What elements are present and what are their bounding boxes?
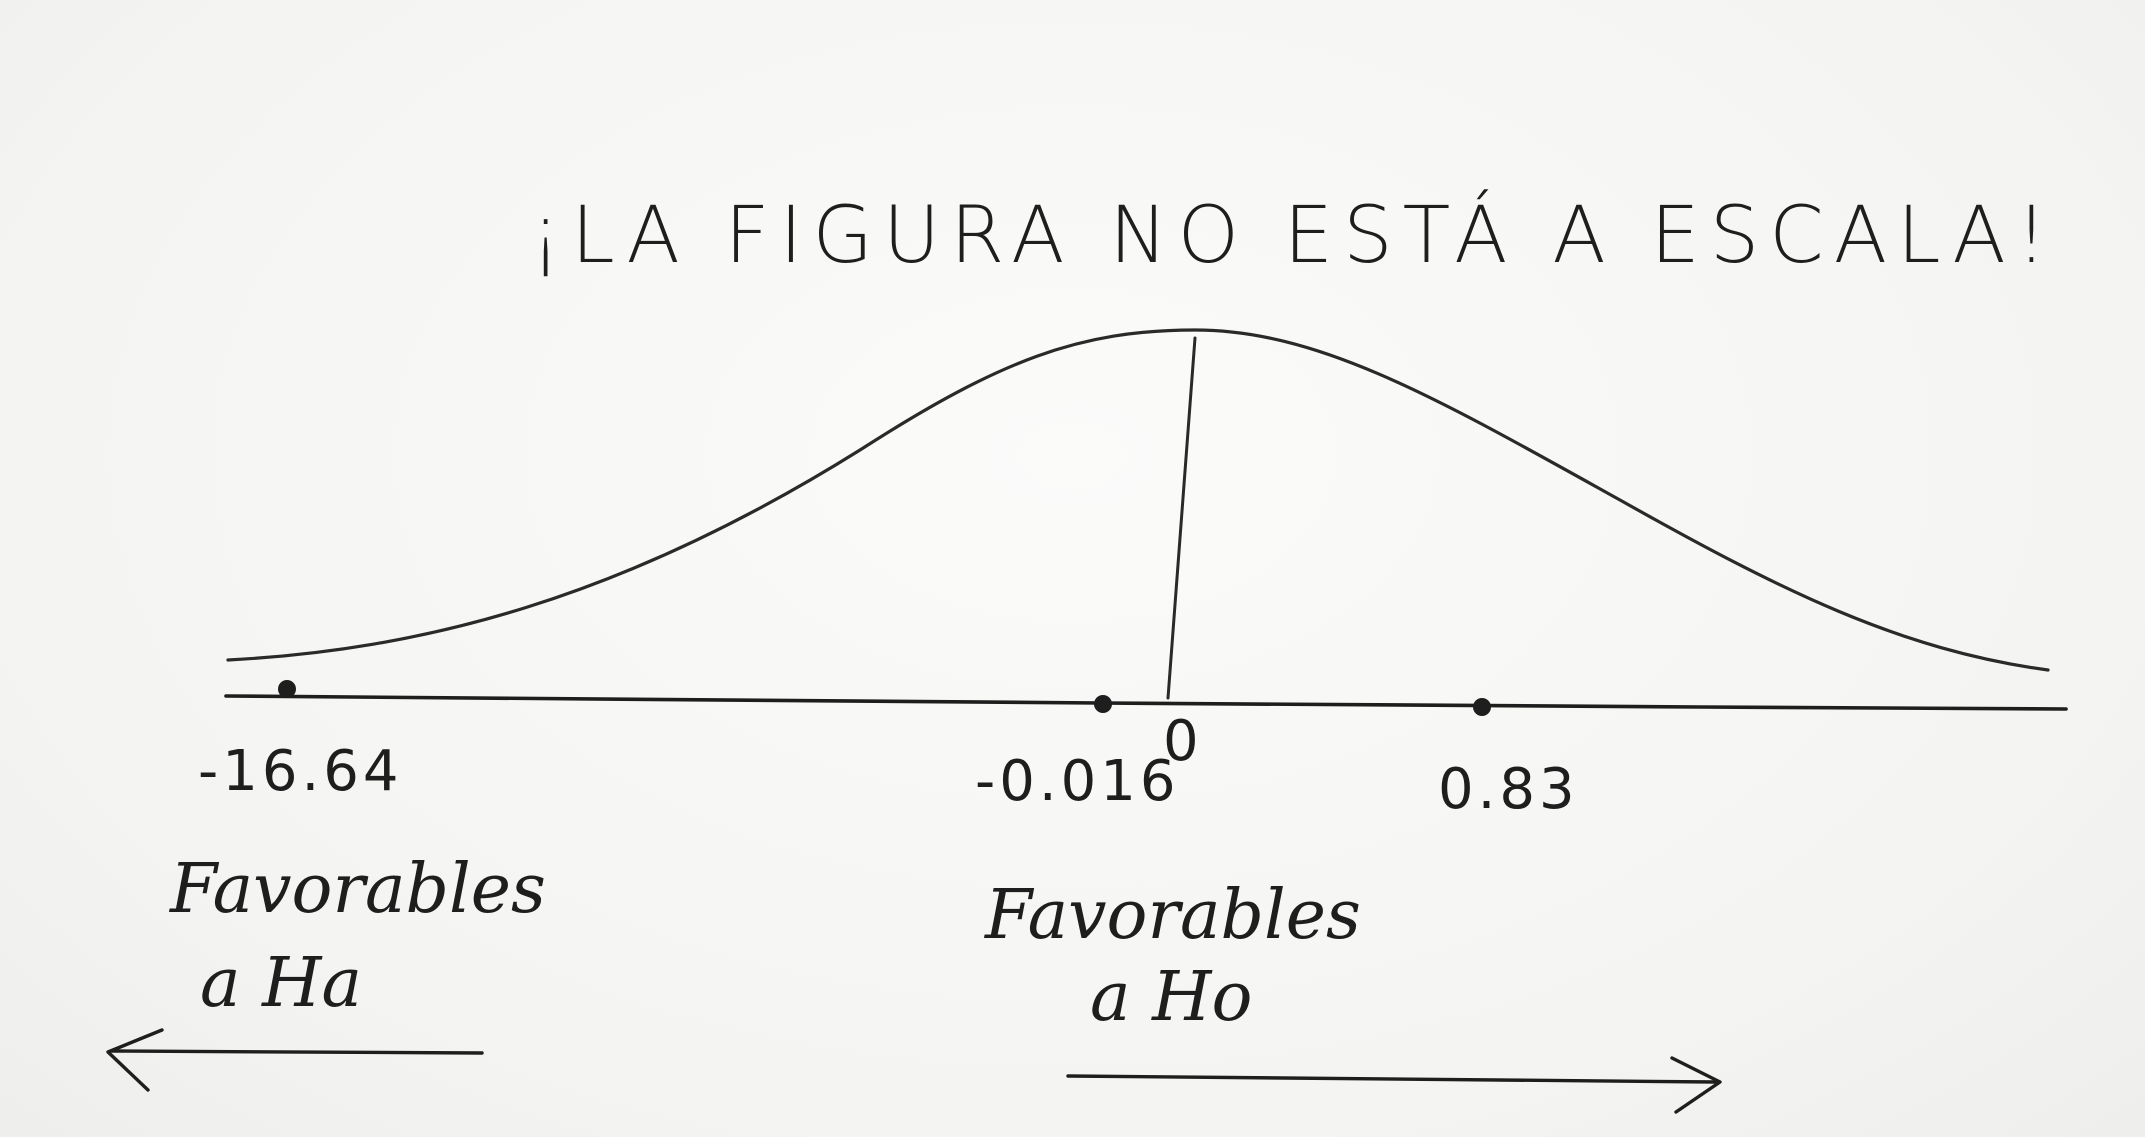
tick-label: -0.016 [975,749,1180,814]
region-label-right-line1: Favorables [983,876,1361,955]
left-arrow-icon [106,1028,484,1092]
bell-curve [226,328,2050,672]
region-label-left-line2: a Ha [200,944,362,1023]
region-label-right-line2: a Ho [1090,958,1252,1037]
horizontal-axis [224,694,2068,711]
point-marker [1473,698,1491,716]
right-arrow-icon [1066,1056,1722,1114]
point-marker [1094,695,1112,713]
tick-label-zero: 0 [1163,709,1203,774]
tick-label: -16.64 [198,739,403,804]
tick-label: 0.83 [1438,757,1579,822]
region-label-left-line1: Favorables [168,850,546,929]
diagram-title: ¡LA FIGURA NO ESTÁ A ESCALA! [530,189,2057,281]
point-marker [278,680,296,698]
center-line [1166,336,1197,700]
